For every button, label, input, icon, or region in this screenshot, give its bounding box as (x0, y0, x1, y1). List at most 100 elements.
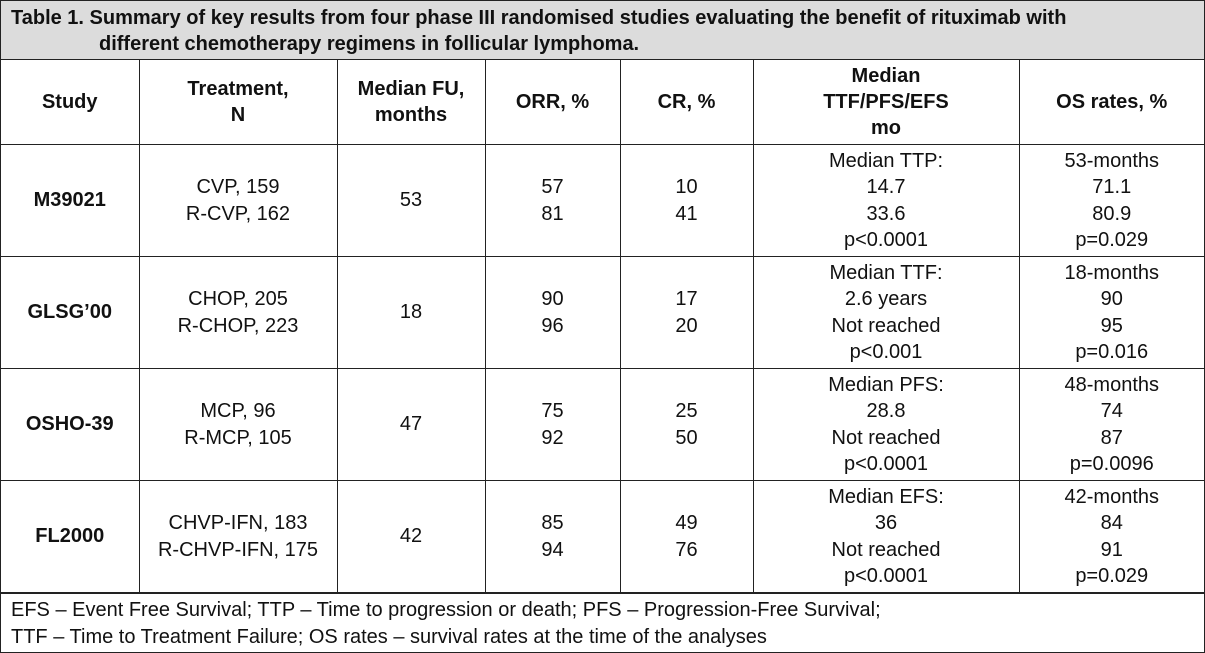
footnote-line-1: EFS – Event Free Survival; TTP – Time to… (11, 599, 881, 621)
cr-value: 20 (675, 314, 698, 337)
header-ttf-line: mo (871, 117, 901, 139)
treatment-value: CVP, 159 (196, 176, 280, 199)
orr-value: 90 (541, 288, 564, 311)
os-value: 91 (1100, 538, 1123, 561)
header-treatment: Treatment, N (138, 60, 338, 145)
ttf-cell: Median PFS: 28.8 Not reached p<0.0001 (752, 368, 1020, 481)
header-median-fu-line: months (374, 104, 448, 126)
header-ttf-line: TTF/PFS/EFS (823, 91, 949, 113)
os-value: 90 (1100, 288, 1123, 311)
orr-cell: 57 81 (484, 144, 621, 257)
study-cell: FL2000 (1, 480, 140, 593)
os-value: p=0.016 (1075, 340, 1149, 363)
ttf-value: Not reached (831, 314, 941, 337)
os-cell: 18-months 90 95 p=0.016 (1018, 256, 1204, 369)
cr-cell: 10 41 (619, 144, 754, 257)
os-value: 74 (1100, 400, 1123, 423)
treatment-cell: CHOP, 205 R-CHOP, 223 (138, 256, 338, 369)
os-value: 84 (1100, 512, 1123, 535)
cr-value: 25 (675, 400, 698, 423)
table-row: M39021 CVP, 159 R-CVP, 162 53 57 81 10 4… (1, 144, 1204, 257)
header-treatment-line: N (230, 104, 246, 126)
cr-value: 10 (675, 176, 698, 199)
os-cell: 42-months 84 91 p=0.029 (1018, 480, 1204, 593)
ttf-value: Median EFS: (828, 486, 944, 509)
treatment-value: R-MCP, 105 (184, 426, 292, 449)
orr-value: 75 (541, 400, 564, 423)
os-value: 18-months (1064, 262, 1160, 285)
cr-cell: 49 76 (619, 480, 754, 593)
treatment-value: R-CHOP, 223 (177, 314, 299, 337)
header-os: OS rates, % (1018, 60, 1204, 145)
ttf-value: Median TTF: (829, 262, 943, 285)
header-treatment-line: Treatment, (187, 78, 289, 100)
ttf-value: 14.7 (866, 176, 906, 199)
orr-cell: 75 92 (484, 368, 621, 481)
treatment-value: CHVP-IFN, 183 (168, 512, 308, 535)
median-fu-cell: 42 (336, 480, 486, 593)
treatment-value: MCP, 96 (200, 400, 276, 423)
header-median-fu-line: Median FU, (357, 78, 465, 100)
footnote-line-2: TTF – Time to Treatment Failure; OS rate… (11, 626, 767, 648)
orr-value: 85 (541, 512, 564, 535)
median-fu-cell: 53 (336, 144, 486, 257)
ttf-value: Median PFS: (828, 374, 944, 397)
orr-cell: 85 94 (484, 480, 621, 593)
orr-value: 57 (541, 176, 564, 199)
orr-value: 92 (541, 426, 564, 449)
ttf-value: 28.8 (866, 400, 906, 423)
median-fu-cell: 47 (336, 368, 486, 481)
orr-cell: 90 96 (484, 256, 621, 369)
cr-value: 76 (675, 538, 698, 561)
ttf-value: p<0.0001 (844, 228, 928, 251)
ttf-value: p<0.0001 (844, 564, 928, 587)
os-value: p=0.029 (1075, 228, 1149, 251)
header-ttf-line: Median (851, 65, 921, 87)
os-value: 42-months (1064, 486, 1160, 509)
ttf-cell: Median TTP: 14.7 33.6 p<0.0001 (752, 144, 1020, 257)
table-footnote: EFS – Event Free Survival; TTP – Time to… (1, 593, 1204, 651)
os-value: 95 (1100, 314, 1123, 337)
cr-cell: 17 20 (619, 256, 754, 369)
treatment-cell: CVP, 159 R-CVP, 162 (138, 144, 338, 257)
os-value: p=0.029 (1075, 564, 1149, 587)
orr-value: 96 (541, 314, 564, 337)
caption-line-2: different chemotherapy regimens in folli… (99, 33, 640, 55)
orr-value: 81 (541, 202, 564, 225)
results-table: Study Treatment, N Median FU, months ORR… (1, 60, 1204, 593)
header-cr: CR, % (619, 60, 754, 145)
treatment-cell: MCP, 96 R-MCP, 105 (138, 368, 338, 481)
header-orr: ORR, % (484, 60, 621, 145)
table-caption: Table 1. Summary of key results from fou… (1, 1, 1204, 60)
cr-value: 50 (675, 426, 698, 449)
ttf-value: Not reached (831, 426, 941, 449)
cr-cell: 25 50 (619, 368, 754, 481)
treatment-value: CHOP, 205 (188, 288, 288, 311)
header-median-fu: Median FU, months (336, 60, 486, 145)
study-cell: M39021 (1, 144, 140, 257)
study-cell: OSHO-39 (1, 368, 140, 481)
cr-value: 49 (675, 512, 698, 535)
ttf-value: 2.6 years (844, 288, 928, 311)
os-value: 80.9 (1092, 202, 1132, 225)
study-cell: GLSG’00 (1, 256, 140, 369)
os-cell: 53-months 71.1 80.9 p=0.029 (1018, 144, 1204, 257)
ttf-value: p<0.001 (849, 340, 923, 363)
ttf-value: 36 (874, 512, 898, 535)
header-ttf: Median TTF/PFS/EFS mo (752, 60, 1020, 145)
treatment-value: R-CVP, 162 (185, 202, 291, 225)
caption-line-1: Table 1. Summary of key results from fou… (11, 7, 1067, 29)
treatment-cell: CHVP-IFN, 183 R-CHVP-IFN, 175 (138, 480, 338, 593)
os-cell: 48-months 74 87 p=0.0096 (1018, 368, 1204, 481)
os-value: 53-months (1064, 150, 1160, 173)
ttf-cell: Median TTF: 2.6 years Not reached p<0.00… (752, 256, 1020, 369)
os-value: 87 (1100, 426, 1123, 449)
header-study: Study (1, 60, 140, 145)
treatment-value: R-CHVP-IFN, 175 (157, 538, 319, 561)
ttf-value: p<0.0001 (844, 452, 928, 475)
table-row: FL2000 CHVP-IFN, 183 R-CHVP-IFN, 175 42 … (1, 480, 1204, 593)
os-value: 48-months (1064, 374, 1160, 397)
ttf-value: Not reached (831, 538, 941, 561)
ttf-cell: Median EFS: 36 Not reached p<0.0001 (752, 480, 1020, 593)
